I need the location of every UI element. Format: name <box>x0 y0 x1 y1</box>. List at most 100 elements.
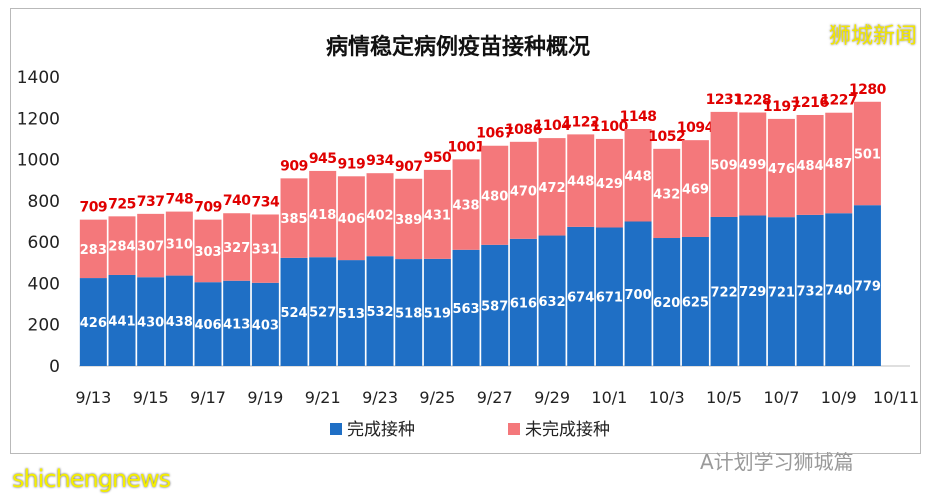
data-label-total: 1197 <box>763 99 800 115</box>
bar-incomplete <box>452 159 480 250</box>
data-label-total: 709 <box>79 200 107 216</box>
bar-completed <box>223 280 251 366</box>
watermark-bottom: shichengnews <box>12 465 171 493</box>
data-label-total: 1052 <box>648 129 685 145</box>
y-tick-label: 800 <box>28 192 60 212</box>
data-label-total: 909 <box>280 158 308 174</box>
legend-swatch <box>330 423 342 435</box>
bar-incomplete <box>595 138 623 228</box>
data-label-incomplete: 429 <box>596 177 623 192</box>
data-label-completed: 721 <box>768 286 795 301</box>
bar-completed <box>423 258 451 366</box>
bar-completed <box>366 256 394 366</box>
x-tick-label: 9/19 <box>247 388 283 407</box>
bar-completed <box>796 214 824 366</box>
x-tick-label: 10/9 <box>821 388 857 407</box>
data-label-total: 919 <box>337 156 365 172</box>
bar-incomplete <box>366 173 394 257</box>
bar-completed <box>509 238 537 366</box>
bar-incomplete <box>194 219 222 283</box>
bar-completed <box>624 221 652 366</box>
y-tick-label: 0 <box>49 357 60 377</box>
data-label-total: 709 <box>194 200 222 216</box>
data-label-incomplete: 499 <box>739 158 766 173</box>
data-label-completed: 519 <box>424 306 451 321</box>
bar-completed <box>251 282 279 366</box>
bar-completed <box>280 257 308 366</box>
data-label-completed: 732 <box>797 284 824 299</box>
data-label-completed: 441 <box>108 314 135 329</box>
data-label-total: 1148 <box>620 109 657 125</box>
data-label-incomplete: 480 <box>481 189 508 204</box>
data-label-incomplete: 487 <box>825 157 852 172</box>
data-label-total: 1231 <box>706 92 743 108</box>
data-label-incomplete: 501 <box>854 147 881 162</box>
data-label-incomplete: 402 <box>366 209 393 224</box>
bar-completed <box>653 238 681 366</box>
y-tick-label: 1400 <box>17 68 60 88</box>
data-label-total: 934 <box>366 153 394 169</box>
bar-incomplete <box>280 178 308 258</box>
bar-completed <box>165 275 193 366</box>
data-label-incomplete: 406 <box>338 212 365 227</box>
x-tick-label: 10/1 <box>591 388 627 407</box>
legend-label: 完成接种 <box>347 420 415 440</box>
bar-completed <box>309 257 337 366</box>
bar-incomplete <box>79 219 107 279</box>
x-tick-label: 9/29 <box>534 388 570 407</box>
bar-incomplete <box>710 111 738 217</box>
bar-completed <box>595 227 623 366</box>
data-label-total: 1228 <box>734 93 771 109</box>
x-tick-label: 10/5 <box>706 388 742 407</box>
legend-swatch <box>508 423 520 435</box>
chart-frame <box>10 8 921 454</box>
data-label-completed: 671 <box>596 291 623 306</box>
data-label-total: 1280 <box>849 82 887 98</box>
bar-incomplete <box>481 145 509 245</box>
bar-completed <box>108 274 136 366</box>
data-label-incomplete: 476 <box>768 162 795 177</box>
data-label-completed: 406 <box>194 318 221 333</box>
bar-completed <box>538 235 566 366</box>
data-label-completed: 700 <box>624 288 651 303</box>
y-tick-label: 600 <box>28 233 60 253</box>
bar-completed <box>79 278 107 366</box>
data-label-incomplete: 307 <box>137 240 164 255</box>
data-label-completed: 779 <box>854 280 881 295</box>
x-tick-label: 10/3 <box>649 388 685 407</box>
data-label-total: 1100 <box>591 119 629 135</box>
x-tick-label: 9/17 <box>190 388 226 407</box>
data-label-completed: 674 <box>567 290 594 305</box>
data-label-incomplete: 448 <box>624 169 651 184</box>
data-label-completed: 632 <box>538 295 565 310</box>
bar-completed <box>137 277 165 366</box>
data-label-incomplete: 327 <box>223 241 250 256</box>
data-label-incomplete: 385 <box>280 212 307 227</box>
data-label-completed: 513 <box>338 307 365 322</box>
data-label-incomplete: 284 <box>108 240 135 255</box>
data-label-completed: 625 <box>682 295 709 310</box>
bar-completed <box>337 260 365 366</box>
bar-completed <box>739 215 767 366</box>
bar-incomplete <box>567 134 595 227</box>
data-label-total: 950 <box>424 150 452 166</box>
bar-incomplete <box>796 114 824 215</box>
data-label-completed: 563 <box>452 302 479 317</box>
bar-completed <box>567 226 595 366</box>
bar-incomplete <box>165 211 193 276</box>
data-label-incomplete: 509 <box>711 158 738 173</box>
data-label-incomplete: 389 <box>395 213 422 228</box>
data-label-completed: 620 <box>653 296 680 311</box>
y-tick-label: 400 <box>28 274 60 294</box>
bar-completed <box>710 216 738 366</box>
data-label-incomplete: 303 <box>194 245 221 260</box>
data-label-total: 1086 <box>505 122 542 138</box>
data-label-total: 1001 <box>448 139 485 155</box>
bar-completed <box>825 213 853 366</box>
y-tick-label: 1000 <box>17 151 60 171</box>
chart-title: 病情稳定病例疫苗接种概况 <box>326 34 590 60</box>
x-tick-label: 9/15 <box>133 388 169 407</box>
bar-incomplete <box>825 112 853 214</box>
data-label-total: 907 <box>395 159 423 175</box>
